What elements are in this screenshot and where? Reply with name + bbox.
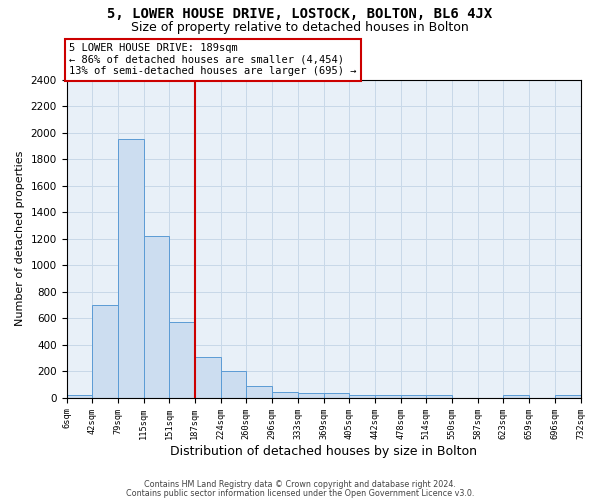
Bar (221, 370, 247, 398)
Bar (503, 395, 529, 398)
Text: Contains public sector information licensed under the Open Government Licence v3: Contains public sector information licen… (126, 488, 474, 498)
Bar (272, 392, 298, 398)
Text: Size of property relative to detached houses in Bolton: Size of property relative to detached ho… (131, 21, 469, 34)
Y-axis label: Number of detached properties: Number of detached properties (15, 151, 25, 326)
Bar (143, 236, 169, 398)
Bar (118, 139, 143, 398)
Bar (426, 395, 452, 398)
Bar (67, 395, 92, 398)
Text: Contains HM Land Registry data © Crown copyright and database right 2024.: Contains HM Land Registry data © Crown c… (144, 480, 456, 489)
Bar (298, 393, 323, 398)
Bar (247, 386, 272, 398)
Bar (323, 393, 349, 398)
X-axis label: Distribution of detached houses by size in Bolton: Distribution of detached houses by size … (170, 444, 477, 458)
Bar (169, 322, 194, 398)
Text: 5 LOWER HOUSE DRIVE: 189sqm
← 86% of detached houses are smaller (4,454)
13% of : 5 LOWER HOUSE DRIVE: 189sqm ← 86% of det… (69, 43, 356, 76)
Bar (401, 395, 426, 398)
Bar (375, 395, 401, 398)
Bar (555, 395, 581, 398)
Bar (194, 356, 221, 398)
Text: 5, LOWER HOUSE DRIVE, LOSTOCK, BOLTON, BL6 4JX: 5, LOWER HOUSE DRIVE, LOSTOCK, BOLTON, B… (107, 8, 493, 22)
Bar (349, 395, 375, 398)
Bar (92, 305, 118, 398)
